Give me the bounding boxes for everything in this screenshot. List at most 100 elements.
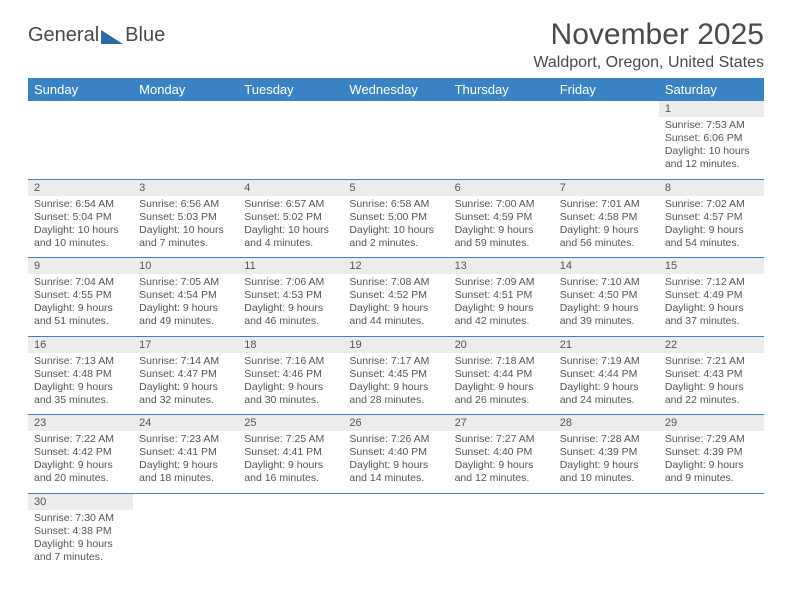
sunset-text: Sunset: 4:46 PM [244, 368, 337, 381]
daynum-row: 16171819202122 [28, 336, 764, 353]
day-data-cell [343, 510, 448, 572]
day-data-cell: Sunrise: 6:58 AMSunset: 5:00 PMDaylight:… [343, 196, 448, 258]
sunset-text: Sunset: 4:39 PM [560, 446, 653, 459]
daylight-text: and 7 minutes. [34, 551, 127, 564]
daylight-text: Daylight: 10 hours [244, 224, 337, 237]
data-row: Sunrise: 7:04 AMSunset: 4:55 PMDaylight:… [28, 274, 764, 336]
sunrise-text: Sunrise: 6:57 AM [244, 198, 337, 211]
calendar-page: General Blue November 2025 Waldport, Ore… [0, 0, 792, 592]
daylight-text: Daylight: 9 hours [665, 302, 758, 315]
sunset-text: Sunset: 5:03 PM [139, 211, 232, 224]
day-number-cell: 6 [449, 179, 554, 196]
day-data-cell: Sunrise: 7:23 AMSunset: 4:41 PMDaylight:… [133, 431, 238, 493]
daylight-text: and 18 minutes. [139, 472, 232, 485]
sunrise-text: Sunrise: 7:10 AM [560, 276, 653, 289]
sunrise-text: Sunrise: 7:12 AM [665, 276, 758, 289]
day-number-cell [28, 101, 133, 117]
sunrise-text: Sunrise: 7:19 AM [560, 355, 653, 368]
day-number-cell: 30 [28, 493, 133, 510]
day-number-cell [343, 101, 448, 117]
daylight-text: and 51 minutes. [34, 315, 127, 328]
day-data-cell [659, 510, 764, 572]
sunset-text: Sunset: 4:42 PM [34, 446, 127, 459]
day-number-cell: 25 [238, 415, 343, 432]
sunset-text: Sunset: 4:47 PM [139, 368, 232, 381]
data-row: Sunrise: 7:53 AMSunset: 6:06 PMDaylight:… [28, 117, 764, 179]
daylight-text: and 9 minutes. [665, 472, 758, 485]
daynum-row: 30 [28, 493, 764, 510]
day-number-cell [554, 493, 659, 510]
daylight-text: Daylight: 9 hours [349, 302, 442, 315]
day-number-cell: 29 [659, 415, 764, 432]
sunrise-text: Sunrise: 7:21 AM [665, 355, 758, 368]
sunset-text: Sunset: 4:51 PM [455, 289, 548, 302]
daylight-text: Daylight: 9 hours [665, 459, 758, 472]
sunset-text: Sunset: 4:45 PM [349, 368, 442, 381]
day-data-cell: Sunrise: 7:27 AMSunset: 4:40 PMDaylight:… [449, 431, 554, 493]
sunrise-text: Sunrise: 7:16 AM [244, 355, 337, 368]
daylight-text: Daylight: 9 hours [560, 302, 653, 315]
day-number-cell: 4 [238, 179, 343, 196]
sunrise-text: Sunrise: 7:18 AM [455, 355, 548, 368]
day-number-cell: 11 [238, 258, 343, 275]
sunset-text: Sunset: 4:44 PM [455, 368, 548, 381]
day-number-cell: 17 [133, 336, 238, 353]
day-number-cell: 22 [659, 336, 764, 353]
data-row: Sunrise: 7:22 AMSunset: 4:42 PMDaylight:… [28, 431, 764, 493]
daylight-text: Daylight: 9 hours [560, 381, 653, 394]
daylight-text: and 30 minutes. [244, 394, 337, 407]
daylight-text: Daylight: 9 hours [34, 302, 127, 315]
daylight-text: Daylight: 9 hours [455, 302, 548, 315]
data-row: Sunrise: 7:13 AMSunset: 4:48 PMDaylight:… [28, 353, 764, 415]
sunset-text: Sunset: 5:02 PM [244, 211, 337, 224]
day-number-cell: 7 [554, 179, 659, 196]
day-data-cell: Sunrise: 7:05 AMSunset: 4:54 PMDaylight:… [133, 274, 238, 336]
day-data-cell [133, 117, 238, 179]
title-block: November 2025 Waldport, Oregon, United S… [533, 18, 764, 72]
logo: General Blue [28, 18, 165, 47]
sunrise-text: Sunrise: 7:04 AM [34, 276, 127, 289]
weekday-header: Thursday [449, 78, 554, 101]
daylight-text: and 32 minutes. [139, 394, 232, 407]
day-data-cell: Sunrise: 7:16 AMSunset: 4:46 PMDaylight:… [238, 353, 343, 415]
daylight-text: Daylight: 10 hours [665, 145, 758, 158]
logo-word1: General [28, 24, 99, 47]
day-data-cell: Sunrise: 7:14 AMSunset: 4:47 PMDaylight:… [133, 353, 238, 415]
sunset-text: Sunset: 6:06 PM [665, 132, 758, 145]
sunset-text: Sunset: 4:50 PM [560, 289, 653, 302]
location: Waldport, Oregon, United States [533, 54, 764, 72]
day-number-cell: 12 [343, 258, 448, 275]
sunrise-text: Sunrise: 7:17 AM [349, 355, 442, 368]
daylight-text: and 49 minutes. [139, 315, 232, 328]
day-number-cell: 20 [449, 336, 554, 353]
day-data-cell [238, 117, 343, 179]
day-data-cell: Sunrise: 6:57 AMSunset: 5:02 PMDaylight:… [238, 196, 343, 258]
day-number-cell [238, 493, 343, 510]
daylight-text: Daylight: 9 hours [665, 224, 758, 237]
daylight-text: Daylight: 9 hours [139, 459, 232, 472]
day-data-cell: Sunrise: 7:01 AMSunset: 4:58 PMDaylight:… [554, 196, 659, 258]
logo-word2: Blue [125, 24, 165, 47]
sunrise-text: Sunrise: 7:26 AM [349, 433, 442, 446]
day-number-cell: 23 [28, 415, 133, 432]
sunset-text: Sunset: 4:38 PM [34, 525, 127, 538]
day-data-cell [133, 510, 238, 572]
sunrise-text: Sunrise: 7:13 AM [34, 355, 127, 368]
day-data-cell: Sunrise: 7:19 AMSunset: 4:44 PMDaylight:… [554, 353, 659, 415]
daylight-text: Daylight: 9 hours [139, 381, 232, 394]
day-data-cell: Sunrise: 7:04 AMSunset: 4:55 PMDaylight:… [28, 274, 133, 336]
daylight-text: Daylight: 10 hours [349, 224, 442, 237]
day-number-cell [449, 493, 554, 510]
day-data-cell: Sunrise: 7:00 AMSunset: 4:59 PMDaylight:… [449, 196, 554, 258]
daylight-text: and 16 minutes. [244, 472, 337, 485]
sunrise-text: Sunrise: 7:02 AM [665, 198, 758, 211]
daylight-text: and 20 minutes. [34, 472, 127, 485]
day-data-cell [238, 510, 343, 572]
day-data-cell: Sunrise: 7:17 AMSunset: 4:45 PMDaylight:… [343, 353, 448, 415]
day-number-cell: 24 [133, 415, 238, 432]
daylight-text: Daylight: 9 hours [349, 459, 442, 472]
day-data-cell: Sunrise: 7:29 AMSunset: 4:39 PMDaylight:… [659, 431, 764, 493]
day-number-cell: 5 [343, 179, 448, 196]
day-number-cell [659, 493, 764, 510]
day-data-cell: Sunrise: 6:54 AMSunset: 5:04 PMDaylight:… [28, 196, 133, 258]
